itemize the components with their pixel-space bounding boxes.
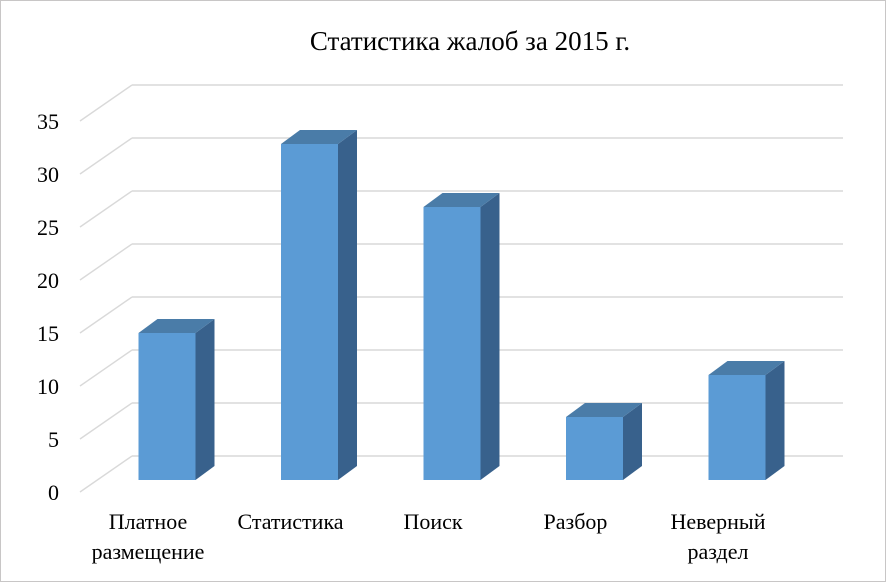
bar-top-face xyxy=(423,193,500,207)
y-axis-tick-label: 5 xyxy=(48,427,59,452)
bar-side-face xyxy=(623,403,642,480)
bar-top-face xyxy=(708,361,785,375)
category-axis-label: Платное xyxy=(109,509,187,534)
category-axis-label: Неверный xyxy=(670,509,765,534)
bar-side-face xyxy=(480,193,500,480)
gridline-depth-connector xyxy=(79,137,133,175)
gridline-depth-connector xyxy=(79,349,133,387)
y-axis-tick-label: 35 xyxy=(37,109,59,134)
bar-front-face xyxy=(281,144,338,480)
chart-title: Статистика жалоб за 2015 г. xyxy=(309,26,631,56)
y-axis-tick-label: 10 xyxy=(37,374,59,399)
bar-side-face xyxy=(765,361,785,480)
gridline-depth-connector xyxy=(79,402,133,440)
gridline-depth-connector xyxy=(79,243,133,281)
bar-front-face xyxy=(138,333,196,480)
bar-top-face xyxy=(281,130,357,144)
y-axis-tick-label: 25 xyxy=(37,215,59,240)
category-axis-label: раздел xyxy=(688,539,749,564)
gridline-depth-connector xyxy=(79,84,133,122)
category-axis-label: Разбор xyxy=(544,509,608,534)
y-axis-tick-label: 30 xyxy=(37,162,59,187)
bar-top-face xyxy=(138,319,215,333)
category-axis-label: Поиск xyxy=(403,509,462,534)
category-axis-label: размещение xyxy=(92,539,205,564)
bar-front-face xyxy=(566,417,623,480)
category-axis-label: Статистика xyxy=(237,509,343,534)
bar-front-face xyxy=(708,375,766,480)
gridline-depth-connector xyxy=(79,190,133,228)
bar-side-face xyxy=(195,319,215,480)
gridline-depth-connector xyxy=(79,455,133,493)
y-axis-tick-label: 15 xyxy=(37,321,59,346)
bar-side-face xyxy=(338,130,357,480)
gridline-depth-connector xyxy=(79,296,133,334)
y-axis-tick-label: 20 xyxy=(37,268,59,293)
y-axis-tick-label: 0 xyxy=(48,480,59,505)
bar-front-face xyxy=(423,207,481,480)
bar-top-face xyxy=(566,403,642,417)
